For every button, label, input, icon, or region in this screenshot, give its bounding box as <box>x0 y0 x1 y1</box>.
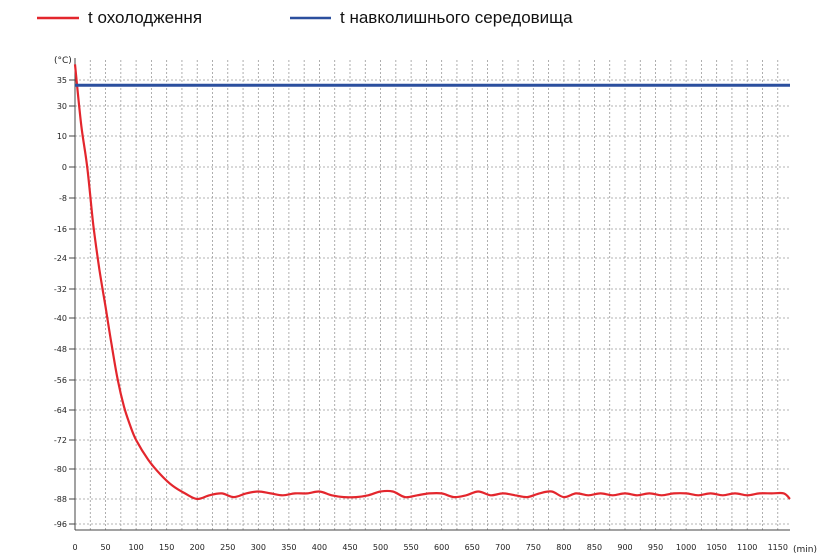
x-tick-label: 400 <box>312 543 327 552</box>
y-unit-label: (°C) <box>54 56 72 66</box>
y-tick-label: -88 <box>54 495 67 504</box>
y-tick-label: -32 <box>54 285 67 294</box>
x-tick-label: 150 <box>159 543 174 552</box>
y-tick-label: -24 <box>54 254 67 263</box>
legend-label-ambient: t навколишнього середовища <box>340 8 573 27</box>
x-tick-label: 450 <box>342 543 357 552</box>
x-unit-label: (min) <box>793 545 817 554</box>
x-tick-label: 650 <box>465 543 480 552</box>
x-tick-label: 0 <box>72 543 77 552</box>
legend: t охолодження t навколишнього середовища <box>37 8 573 27</box>
y-tick-label: 10 <box>57 132 67 141</box>
x-tick-label: 1100 <box>737 543 757 552</box>
x-tick-label: 50 <box>100 543 110 552</box>
x-tick-label: 1150 <box>768 543 788 552</box>
x-tick-label: 350 <box>281 543 296 552</box>
x-tick-label: 600 <box>434 543 449 552</box>
y-tick-label: -72 <box>54 436 67 445</box>
y-tick-label: -40 <box>54 314 67 323</box>
x-tick-label: 700 <box>495 543 510 552</box>
y-tick-label: -64 <box>54 406 67 415</box>
axes <box>74 58 790 531</box>
x-tick-label: 900 <box>617 543 632 552</box>
y-tick-label: -56 <box>54 376 67 385</box>
x-tick-label: 800 <box>556 543 571 552</box>
y-tick-label: -48 <box>54 345 67 354</box>
series-line-cooling <box>73 64 791 501</box>
x-tick-label: 550 <box>403 543 418 552</box>
x-tick-label: 750 <box>526 543 541 552</box>
x-tick-label: 300 <box>251 543 266 552</box>
y-tick-label: 0 <box>62 163 67 172</box>
x-tick-label: 1050 <box>706 543 726 552</box>
x-tick-label: 200 <box>190 543 205 552</box>
series-layer <box>73 64 791 501</box>
y-tick-label: -80 <box>54 465 67 474</box>
y-tick-label: -16 <box>54 225 67 234</box>
y-tick-labels: 35 30 10 0 -8 -16 -24 -32 -40 -48 -56 -64 -72 -80 -88 -… <box>54 76 75 529</box>
legend-label-cooling: t охолодження <box>88 8 202 27</box>
grid <box>74 60 790 530</box>
y-tick-label: 30 <box>57 102 67 111</box>
x-tick-labels: 0 50 100 150 200 250 300 350 400 450 500 550 600 650 7… <box>72 543 788 552</box>
x-tick-label: 950 <box>648 543 663 552</box>
x-tick-label: 250 <box>220 543 235 552</box>
y-tick-label: -8 <box>59 194 67 203</box>
x-tick-label: 1000 <box>676 543 696 552</box>
x-tick-label: 850 <box>587 543 602 552</box>
y-tick-label: -96 <box>54 520 67 529</box>
y-tick-label: 35 <box>57 76 67 85</box>
x-tick-label: 100 <box>128 543 143 552</box>
x-tick-label: 500 <box>373 543 388 552</box>
